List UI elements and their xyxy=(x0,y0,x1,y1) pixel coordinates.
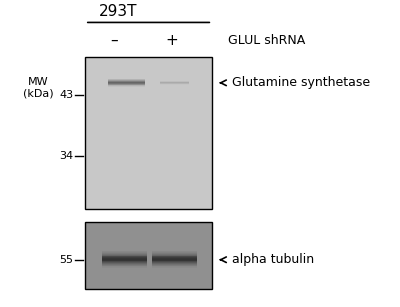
FancyBboxPatch shape xyxy=(102,253,147,254)
FancyBboxPatch shape xyxy=(152,262,197,263)
FancyBboxPatch shape xyxy=(108,84,145,85)
FancyBboxPatch shape xyxy=(108,85,145,86)
FancyBboxPatch shape xyxy=(85,222,212,289)
FancyBboxPatch shape xyxy=(152,257,197,258)
FancyBboxPatch shape xyxy=(152,266,197,267)
FancyBboxPatch shape xyxy=(108,81,145,82)
FancyBboxPatch shape xyxy=(152,252,197,253)
Text: Glutamine synthetase: Glutamine synthetase xyxy=(232,76,370,89)
Text: 34: 34 xyxy=(59,151,73,161)
FancyBboxPatch shape xyxy=(102,254,147,255)
FancyBboxPatch shape xyxy=(102,251,147,252)
FancyBboxPatch shape xyxy=(102,265,147,266)
Text: 43: 43 xyxy=(59,90,73,100)
FancyBboxPatch shape xyxy=(108,82,145,83)
FancyBboxPatch shape xyxy=(152,256,197,257)
Text: alpha tubulin: alpha tubulin xyxy=(232,253,314,266)
FancyBboxPatch shape xyxy=(152,264,197,265)
FancyBboxPatch shape xyxy=(108,86,145,87)
Text: GLUL shRNA: GLUL shRNA xyxy=(228,34,305,47)
FancyBboxPatch shape xyxy=(108,79,145,80)
FancyBboxPatch shape xyxy=(152,253,197,254)
FancyBboxPatch shape xyxy=(152,265,197,266)
FancyBboxPatch shape xyxy=(102,259,147,260)
FancyBboxPatch shape xyxy=(102,252,147,253)
FancyBboxPatch shape xyxy=(102,257,147,258)
FancyBboxPatch shape xyxy=(152,261,197,262)
FancyBboxPatch shape xyxy=(152,254,197,255)
FancyBboxPatch shape xyxy=(102,258,147,259)
Text: MW
(kDa): MW (kDa) xyxy=(23,77,54,98)
Text: +: + xyxy=(165,33,178,48)
FancyBboxPatch shape xyxy=(102,256,147,257)
FancyBboxPatch shape xyxy=(108,83,145,84)
FancyBboxPatch shape xyxy=(102,261,147,262)
FancyBboxPatch shape xyxy=(102,262,147,263)
FancyBboxPatch shape xyxy=(102,264,147,265)
FancyBboxPatch shape xyxy=(85,57,212,209)
FancyBboxPatch shape xyxy=(152,259,197,260)
FancyBboxPatch shape xyxy=(152,255,197,256)
Text: 55: 55 xyxy=(59,255,73,265)
FancyBboxPatch shape xyxy=(102,260,147,261)
FancyBboxPatch shape xyxy=(102,263,147,264)
FancyBboxPatch shape xyxy=(102,266,147,267)
FancyBboxPatch shape xyxy=(152,251,197,252)
FancyBboxPatch shape xyxy=(152,263,197,264)
Text: –: – xyxy=(110,33,118,48)
FancyBboxPatch shape xyxy=(152,258,197,259)
Text: 293T: 293T xyxy=(98,4,137,19)
FancyBboxPatch shape xyxy=(152,260,197,261)
FancyBboxPatch shape xyxy=(102,255,147,256)
FancyBboxPatch shape xyxy=(108,80,145,81)
